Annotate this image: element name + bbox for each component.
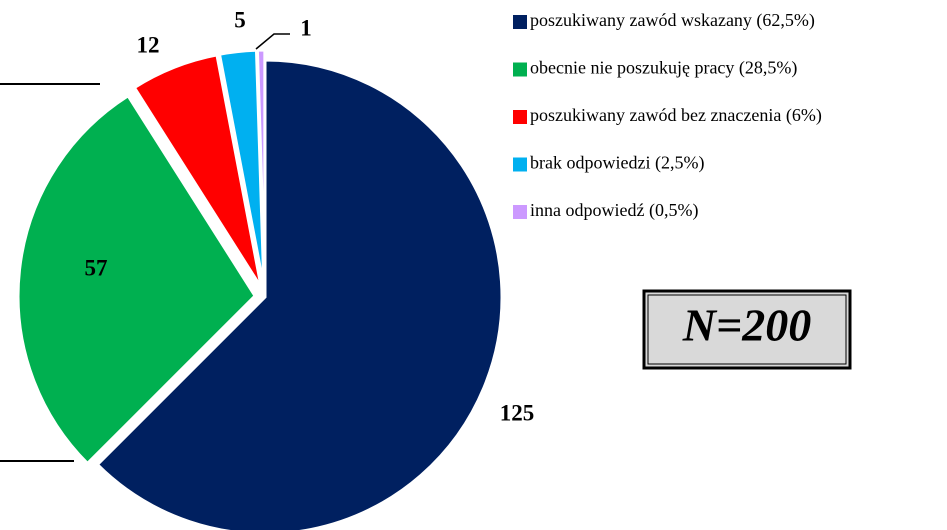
legend-swatch	[513, 15, 527, 29]
annotation-box-inner	[647, 294, 847, 365]
legend-entry: obecnie nie poszukuję pracy (28,5%)	[530, 58, 797, 79]
legend-swatch	[513, 110, 527, 124]
data-label: 57	[85, 255, 108, 280]
pie-slice	[95, 58, 504, 530]
legend-entry: poszukiwany zawód bez znaczenia (6%)	[530, 105, 822, 126]
data-label: 5	[234, 7, 246, 32]
legend-swatch	[513, 205, 527, 219]
annotation: N=200	[682, 300, 811, 351]
legend-entry: inna odpowiedź (0,5%)	[530, 200, 698, 221]
data-label: 1	[300, 15, 312, 40]
legend-swatch	[513, 157, 527, 172]
pie-slice	[16, 93, 257, 466]
legend-swatch	[513, 62, 527, 77]
data-label: 125	[500, 400, 535, 425]
data-label: 12	[137, 32, 160, 57]
pie-slice	[132, 53, 263, 289]
legend-entry: poszukiwany zawód wskazany (62,5%)	[530, 10, 815, 31]
legend-entry: brak odpowiedzi (2,5%)	[530, 153, 704, 174]
pie-slice	[255, 48, 267, 288]
annotation-box	[642, 289, 852, 370]
leader-line	[255, 33, 290, 50]
